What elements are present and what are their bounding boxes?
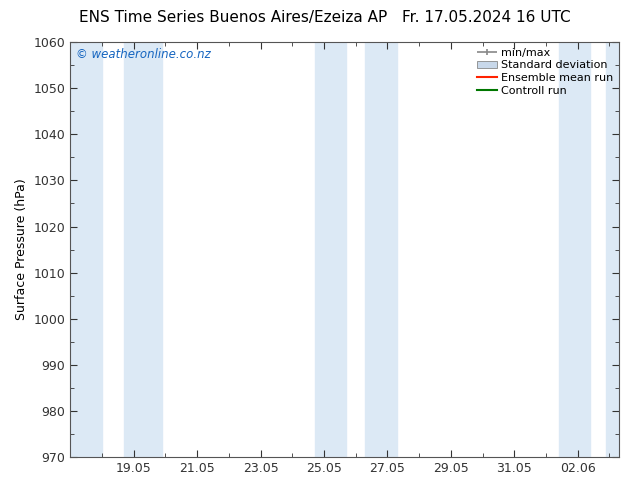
Bar (365, 42, 397, 457)
Bar (124, 42, 162, 457)
Y-axis label: Surface Pressure (hPa): Surface Pressure (hPa) (15, 179, 28, 320)
Bar (559, 42, 590, 457)
Bar (606, 42, 619, 457)
Legend: min/max, Standard deviation, Ensemble mean run, Controll run: min/max, Standard deviation, Ensemble me… (474, 46, 616, 98)
Bar (70, 42, 102, 457)
Text: Fr. 17.05.2024 16 UTC: Fr. 17.05.2024 16 UTC (402, 10, 571, 25)
Text: ENS Time Series Buenos Aires/Ezeiza AP: ENS Time Series Buenos Aires/Ezeiza AP (79, 10, 387, 25)
Bar (314, 42, 346, 457)
Text: © weatheronline.co.nz: © weatheronline.co.nz (76, 49, 210, 61)
